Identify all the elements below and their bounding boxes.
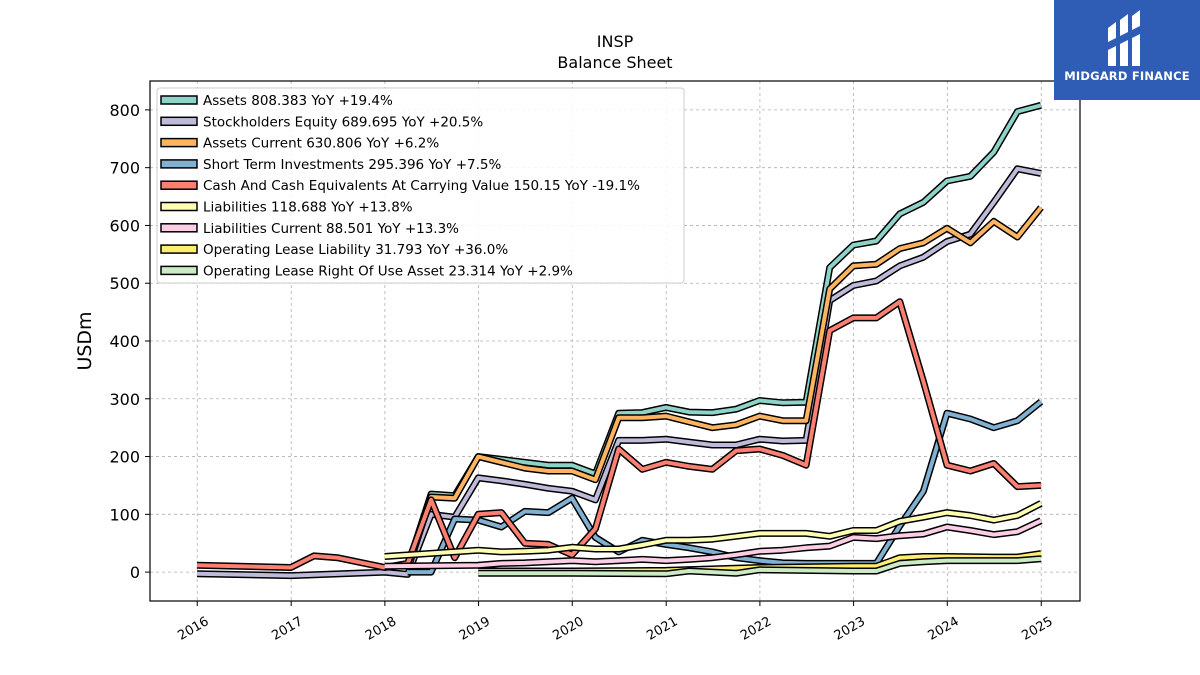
legend-swatch <box>160 95 198 105</box>
x-tick-label: 2024 <box>925 614 961 644</box>
y-tick-label: 0 <box>130 563 140 582</box>
legend-entry: Liabilities 118.688 YoY +13.8% <box>203 200 413 216</box>
legend-entry: Operating Lease Liability 31.793 YoY +36… <box>203 242 508 258</box>
legend-entry: Operating Lease Right Of Use Asset 23.31… <box>203 263 573 279</box>
y-tick-label: 300 <box>109 390 140 409</box>
series-line <box>405 103 1042 567</box>
series-line <box>478 556 1042 576</box>
y-axis-label: USDm <box>74 311 96 370</box>
y-tick-label: 600 <box>109 216 140 235</box>
x-tick-label: 2025 <box>1019 614 1055 644</box>
chart-subtitle: Balance Sheet <box>557 53 672 72</box>
series-line <box>384 518 1042 569</box>
brand-logo: MIDGARD FINANCE <box>1054 0 1200 100</box>
legend-swatch <box>160 244 198 254</box>
brand-name: MIDGARD FINANCE <box>1064 69 1190 83</box>
legend-swatch <box>160 223 198 233</box>
legend-entry: Stockholders Equity 689.695 YoY +20.5% <box>203 114 483 130</box>
y-tick-label: 500 <box>109 274 140 293</box>
x-tick-label: 2018 <box>363 614 399 644</box>
y-tick-label: 700 <box>109 159 140 178</box>
legend-entry: Liabilities Current 88.501 YoY +13.3% <box>203 221 459 237</box>
legend-entry: Assets Current 630.806 YoY +6.2% <box>203 136 439 152</box>
legend-swatch <box>160 265 198 276</box>
y-tick-label: 100 <box>109 505 140 524</box>
legend-entry: Assets 808.383 YoY +19.4% <box>203 93 393 109</box>
y-tick-label: 200 <box>109 448 140 467</box>
series-outline <box>196 298 1042 571</box>
x-tick-label: 2016 <box>175 614 211 644</box>
x-tick-label: 2023 <box>832 614 868 644</box>
y-tick-label: 400 <box>109 332 140 351</box>
legend-entry: Short Term Investments 295.396 YoY +7.5% <box>203 157 501 173</box>
x-tick-label: 2022 <box>738 614 774 644</box>
legend-swatch <box>160 201 198 212</box>
x-axis-ticks: 2016 2017 2018 2019 2020 2021 2022 2023 2024 2025 <box>175 601 1056 644</box>
x-tick-label: 2017 <box>269 614 305 644</box>
y-tick-label: 800 <box>109 101 140 120</box>
midgard-m-icon <box>1108 10 1140 66</box>
series-line <box>405 206 1043 570</box>
legend-swatch <box>160 159 198 169</box>
series-line <box>196 299 1042 570</box>
series-lines <box>196 101 1044 580</box>
legend-box <box>156 87 685 284</box>
legend-entry: Cash And Cash Equivalents At Carrying Va… <box>203 178 640 194</box>
legend-swatch <box>160 116 198 127</box>
series-line <box>384 501 1042 559</box>
legend-swatch <box>160 137 198 148</box>
x-tick-label: 2020 <box>550 614 586 644</box>
x-tick-label: 2021 <box>644 614 680 644</box>
legend-swatch <box>160 180 198 190</box>
y-axis-ticks: 0 100 200 300 400 500 600 700 800 <box>109 101 150 582</box>
chart-title: INSP <box>597 32 634 51</box>
x-tick-label: 2019 <box>457 614 493 644</box>
legend: Assets 808.383 YoY +19.4% Stockholders Eq… <box>156 87 685 284</box>
